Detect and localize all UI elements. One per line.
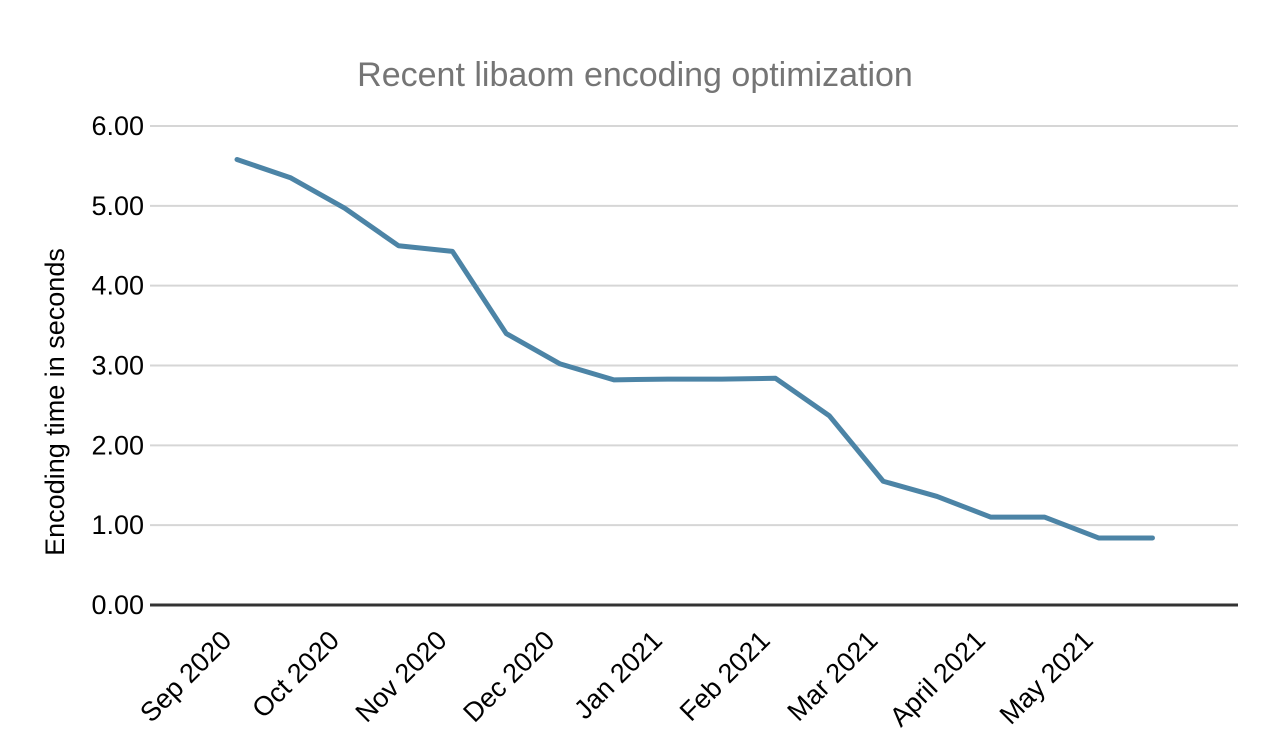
y-tick-label: 3.00 (91, 351, 144, 381)
series-line (234, 157, 1155, 541)
y-tick-label: 2.00 (91, 430, 144, 460)
x-tick-label: Oct 2020 (246, 625, 345, 724)
x-tick-label: Jan 2021 (568, 625, 668, 725)
y-tick-label: 5.00 (91, 191, 144, 221)
y-tick-label: 4.00 (91, 271, 144, 301)
x-tick-label: May 2021 (994, 625, 1099, 730)
y-tick-label: 0.00 (91, 590, 144, 620)
chart-title: Recent libaom encoding optimization (357, 56, 913, 94)
x-tick-label: Mar 2021 (782, 625, 884, 727)
y-axis-title: Encoding time in seconds (40, 248, 70, 556)
y-tick-label: 6.00 (91, 111, 144, 141)
x-tick-label: April 2021 (884, 625, 991, 732)
x-tick-label: Feb 2021 (674, 625, 776, 727)
y-tick-label: 1.00 (91, 510, 144, 540)
x-tick-label: Sep 2020 (134, 625, 237, 728)
x-tick-label: Nov 2020 (350, 625, 453, 728)
x-tick-label: Dec 2020 (457, 625, 560, 728)
